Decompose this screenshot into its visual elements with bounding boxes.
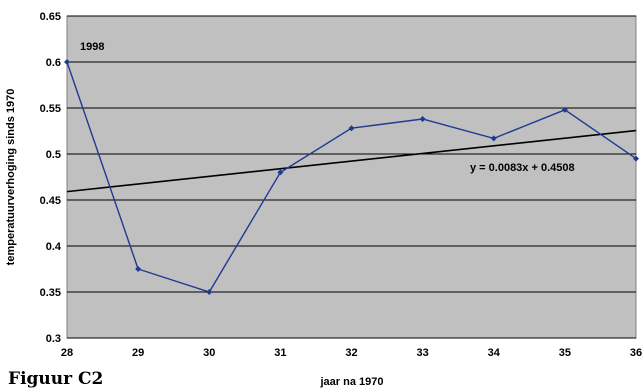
trendline-layer xyxy=(66,129,637,193)
x-tick-label: 34 xyxy=(488,347,501,359)
data-point-marker xyxy=(633,155,639,162)
y-tick-label: 0.65 xyxy=(40,11,61,23)
data-point-marker xyxy=(135,266,142,272)
y-tick-label: 0.5 xyxy=(46,149,61,161)
x-tick-label: 30 xyxy=(203,347,215,359)
data-point-marker xyxy=(277,169,284,176)
trendline xyxy=(66,129,637,193)
series-layer xyxy=(64,59,639,295)
point-label-1998: 1998 xyxy=(80,41,104,53)
data-point-marker xyxy=(490,135,497,142)
y-tick-label: 0.6 xyxy=(46,57,61,69)
y-tick-label: 0.3 xyxy=(46,333,61,345)
trendline-equation: y = 0.0083x + 0.4508 xyxy=(470,162,575,174)
plot-area xyxy=(66,15,637,339)
x-tick-label: 32 xyxy=(345,347,357,359)
y-tick-labels: 0.3 0.35 0.4 0.45 0.5 0.55 0.6 0.65 xyxy=(40,11,62,345)
y-axis-title: temperatuurverhoging sinds 1970 xyxy=(5,89,17,266)
data-point-marker xyxy=(419,116,426,123)
figure-label: Figuur C2 xyxy=(8,369,103,389)
data-point-marker xyxy=(206,289,213,295)
x-tick-label: 31 xyxy=(274,347,286,359)
data-point-marker xyxy=(561,106,568,113)
x-axis-title: jaar na 1970 xyxy=(320,376,384,388)
y-tick-label: 0.35 xyxy=(40,287,61,299)
x-tick-label: 29 xyxy=(132,347,144,359)
y-tick-label: 0.45 xyxy=(40,195,61,207)
data-point-marker xyxy=(348,125,355,132)
data-point-marker xyxy=(64,59,70,65)
grid-lines xyxy=(67,15,636,339)
y-tick-label: 0.55 xyxy=(40,103,61,115)
x-tick-label: 28 xyxy=(61,347,73,359)
y-tick-label: 0.4 xyxy=(46,241,62,253)
x-tick-label: 35 xyxy=(559,347,571,359)
x-tick-labels: 28 29 30 31 32 33 34 35 36 xyxy=(61,347,642,359)
x-tick-label: 33 xyxy=(417,347,429,359)
x-tick-label: 36 xyxy=(630,347,642,359)
